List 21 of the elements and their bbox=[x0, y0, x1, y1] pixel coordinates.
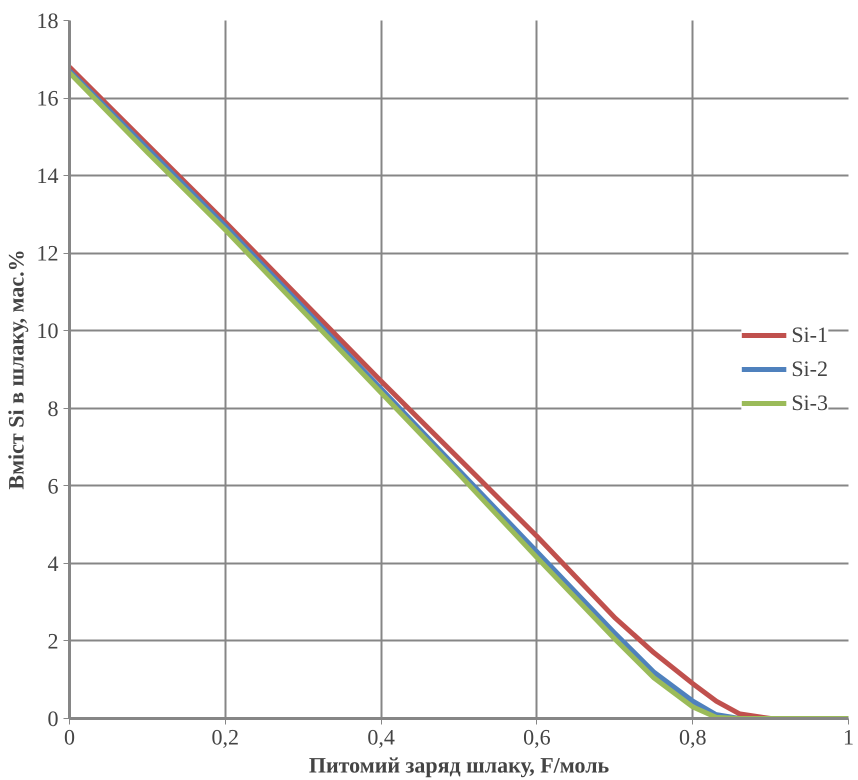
x-tick-label: 0,4 bbox=[367, 724, 395, 750]
y-tick-label: 8 bbox=[48, 396, 58, 421]
x-tick-label: 1 bbox=[843, 724, 854, 750]
legend-label: Si-2 bbox=[791, 356, 828, 382]
legend-label: Si-3 bbox=[791, 390, 828, 416]
y-tick-label: 6 bbox=[48, 473, 58, 498]
x-axis-title: Питомий заряд шлаку, F/моль bbox=[308, 752, 610, 778]
y-tick-label: 12 bbox=[36, 240, 58, 266]
y-tick-label: 18 bbox=[36, 8, 58, 33]
y-tick-label: 0 bbox=[48, 706, 58, 731]
x-tick-label: 0,8 bbox=[678, 724, 706, 750]
y-tick-label: 10 bbox=[36, 318, 58, 344]
y-tick-label: 4 bbox=[48, 550, 58, 576]
x-tick-label: 0,2 bbox=[212, 724, 240, 750]
x-tick-label: 0 bbox=[64, 724, 75, 750]
y-axis-title: Вміст Si в шлаку, мас.% bbox=[4, 249, 28, 490]
y-tick-label: 16 bbox=[36, 86, 58, 111]
legend-label: Si-1 bbox=[791, 322, 828, 348]
y-tick-label: 2 bbox=[48, 628, 58, 654]
y-tick-label: 14 bbox=[36, 163, 58, 188]
x-tick-label: 0,6 bbox=[523, 724, 551, 750]
